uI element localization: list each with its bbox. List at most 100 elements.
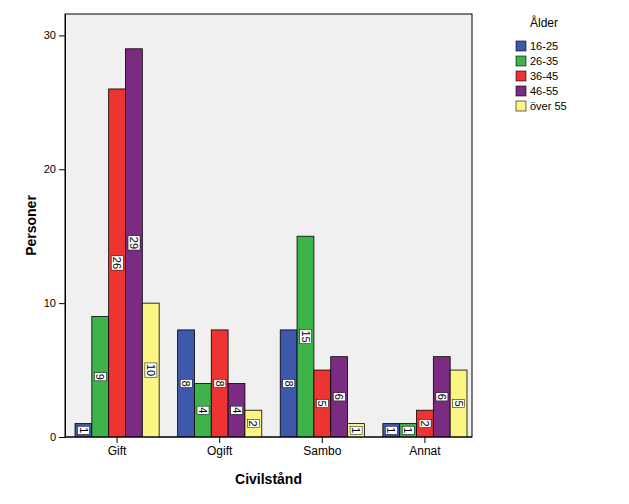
bar — [450, 370, 467, 437]
data-label-group: 4 — [197, 406, 209, 414]
data-label-box — [78, 426, 90, 434]
bar — [211, 330, 228, 437]
legend-swatch — [516, 56, 526, 66]
legend-swatch — [516, 71, 526, 81]
x-axis: Gift Ogift Sambo Annat — [65, 437, 472, 458]
data-label-box — [300, 329, 312, 343]
data-label: 1 — [350, 427, 362, 433]
y-axis-line — [65, 15, 66, 438]
data-label-group: 10 — [145, 363, 157, 377]
data-label-group: 6 — [436, 393, 448, 401]
data-label: 2 — [419, 421, 431, 427]
x-tick: Gift — [108, 437, 127, 458]
legend-label: 46-55 — [530, 85, 558, 97]
data-label-group: 9 — [94, 373, 106, 381]
data-label-group: 1 — [78, 426, 90, 434]
x-tick-label: Sambo — [303, 444, 341, 458]
y-tick-label: 0 — [50, 431, 56, 443]
y-tick-label: 30 — [44, 29, 56, 41]
data-label-box — [145, 363, 157, 377]
data-label-group: 5 — [316, 399, 328, 407]
data-label: 6 — [436, 394, 448, 400]
data-label-box — [214, 379, 226, 387]
data-label-box — [231, 406, 243, 414]
bar — [142, 303, 159, 437]
data-label-box — [111, 256, 123, 270]
legend-label: 26-35 — [530, 55, 558, 67]
plot-frame — [65, 14, 472, 437]
data-label: 2 — [247, 421, 259, 427]
x-tick-mark — [219, 437, 220, 443]
bar — [383, 424, 400, 437]
bar — [297, 236, 314, 437]
x-tick: Annat — [409, 437, 441, 458]
data-label-group: 8 — [180, 379, 192, 387]
bar — [417, 410, 434, 437]
bar — [348, 424, 365, 437]
x-tick-label: Gift — [108, 444, 127, 458]
data-label-group: 2 — [419, 420, 431, 428]
y-tick: 0 — [50, 431, 65, 443]
data-label-group: 1 — [350, 426, 362, 434]
bar — [280, 330, 297, 437]
data-label-box — [283, 379, 295, 387]
data-label-box — [94, 373, 106, 381]
bar — [228, 383, 245, 437]
bar — [245, 410, 262, 437]
data-label-group: 2 — [247, 420, 259, 428]
data-label-group: 26 — [111, 256, 123, 270]
data-label: 8 — [180, 380, 192, 386]
y-tick-label: 20 — [44, 163, 56, 175]
data-label-group: 4 — [231, 406, 243, 414]
x-tick: Sambo — [303, 437, 341, 458]
data-label-group: 29 — [128, 236, 140, 250]
data-label-box — [453, 399, 465, 407]
data-label-group: 6 — [333, 393, 345, 401]
data-label-box — [316, 399, 328, 407]
y-tick-mark — [59, 35, 65, 36]
data-label-box — [385, 426, 397, 434]
data-label: 29 — [128, 237, 140, 249]
data-label: 5 — [453, 400, 465, 406]
y-tick-mark — [59, 169, 65, 170]
legend-swatch — [516, 86, 526, 96]
data-label-box — [333, 393, 345, 401]
data-label-box — [350, 426, 362, 434]
data-label-group: 8 — [214, 379, 226, 387]
bar — [331, 357, 348, 437]
bar — [178, 330, 195, 437]
data-label-box — [247, 420, 259, 428]
data-label-group: 1 — [402, 426, 414, 434]
data-label-box — [402, 426, 414, 434]
data-labels: 188194151268522946610215 — [78, 236, 465, 435]
bars — [75, 49, 467, 437]
legend-label: över 55 — [530, 100, 567, 112]
data-label-group: 8 — [283, 379, 295, 387]
data-label: 8 — [214, 380, 226, 386]
bar — [75, 424, 92, 437]
data-label: 1 — [385, 427, 397, 433]
y-tick-mark — [59, 303, 65, 304]
x-tick-label: Annat — [409, 444, 441, 458]
bar — [433, 357, 450, 437]
legend-swatch — [516, 101, 526, 111]
x-tick-mark — [322, 437, 323, 443]
x-tick-mark — [117, 437, 118, 443]
x-tick-mark — [424, 437, 425, 443]
bar — [194, 383, 211, 437]
data-label-box — [419, 420, 431, 428]
chart: 1881941512685229466102150102030GiftOgift… — [0, 0, 629, 504]
data-label: 4 — [197, 407, 209, 413]
x-axis-line — [65, 437, 472, 438]
x-tick-label: Ogift — [207, 444, 233, 458]
data-label: 8 — [283, 380, 295, 386]
bar — [125, 49, 142, 437]
data-label-box — [436, 393, 448, 401]
data-label-group: 5 — [453, 399, 465, 407]
data-label: 26 — [111, 257, 123, 269]
bar — [400, 424, 417, 437]
y-axis-title: Personer — [23, 195, 39, 256]
legend-title: Ålder — [530, 15, 558, 30]
bar — [92, 317, 109, 437]
y-tick-label: 10 — [44, 297, 56, 309]
